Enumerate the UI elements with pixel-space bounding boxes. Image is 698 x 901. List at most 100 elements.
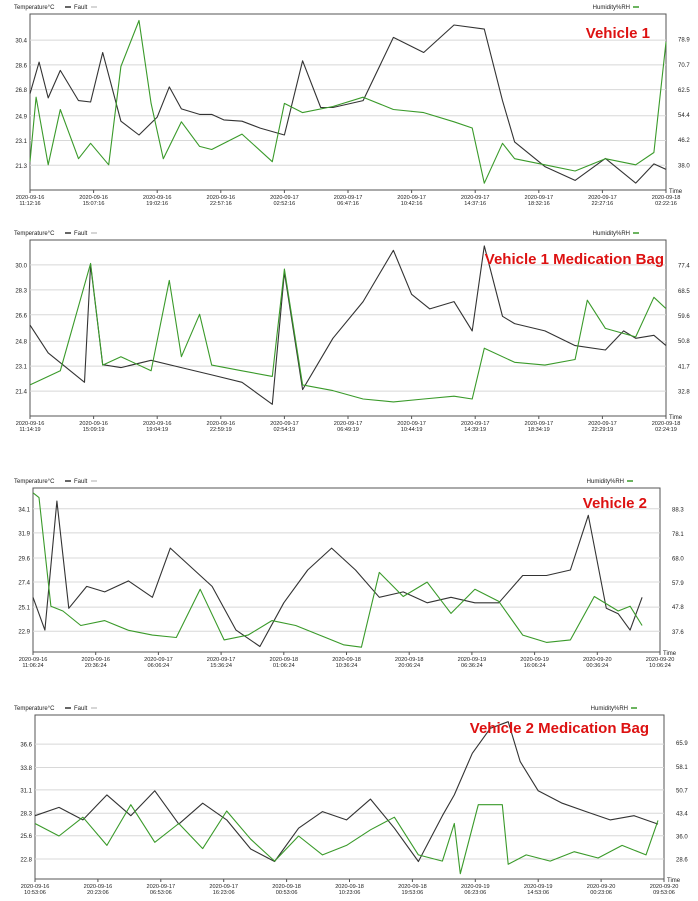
x-tick-time-label: 15:07:16: [83, 201, 105, 207]
y-left-tick-label: 25.6: [20, 834, 32, 840]
y-left-tick-label: 36.6: [20, 743, 32, 749]
y-left-tick-label: 27.4: [18, 581, 30, 587]
y-right-tick-label: 68.5: [678, 289, 690, 295]
x-tick-time-label: 02:22:16: [655, 201, 677, 207]
y-right-tick-label: 78.9: [678, 38, 690, 44]
x-tick-time-label: 19:04:19: [146, 427, 168, 433]
x-tick-time-label: 02:52:16: [274, 201, 296, 207]
y-left-tick-label: 30.0: [15, 263, 27, 269]
x-axis-time-label: Time: [667, 878, 681, 884]
x-tick-date-label: 2020-09-16: [84, 884, 113, 890]
chart-panel: 36.6 33.8 31.1 28.3 25.6 22.8 65.9 58.1 50.7 43.4…: [0, 696, 698, 896]
x-tick-time-label: 10:44:19: [401, 427, 423, 433]
x-tick-date-label: 2020-09-20: [583, 657, 612, 663]
y-right-tick-label: 62.5: [678, 88, 690, 94]
chart-svg: 34.1 31.9 29.6 27.4 25.1 22.9 88.3 78.1 68.0 57.9…: [14, 479, 684, 669]
x-tick-time-label: 15:09:19: [83, 427, 105, 433]
plot-frame: [29, 239, 667, 417]
x-tick-date-label: 2020-09-17: [270, 421, 299, 427]
x-tick-date-label: 2020-09-18: [652, 195, 681, 201]
y-right-tick-label: 59.6: [678, 314, 690, 320]
y-left-tick-label: 24.8: [15, 340, 27, 346]
y-right-tick-label: 58.1: [676, 765, 688, 771]
y-right-tick-label: 32.8: [678, 390, 690, 396]
legend-temperature-label: Temperature°C: [14, 706, 55, 712]
x-tick-time-label: 06:47:16: [337, 201, 359, 207]
y-right-tick-label: 57.9: [672, 581, 684, 587]
x-tick-time-label: 06:49:19: [337, 427, 359, 433]
x-tick-time-label: 00:53:06: [276, 890, 298, 896]
x-tick-time-label: 19:02:16: [146, 201, 168, 207]
y-right-tick-label: 43.4: [676, 811, 688, 817]
y-left-tick-label: 28.6: [15, 63, 27, 69]
y-right-tick-label: 68.0: [672, 556, 684, 562]
y-left-tick-label: 21.3: [15, 164, 27, 170]
x-tick-date-label: 2020-09-16: [206, 195, 235, 201]
y-left-tick-label: 26.8: [15, 88, 27, 94]
y-left-tick-label: 28.3: [20, 812, 32, 818]
x-tick-date-label: 2020-09-17: [334, 195, 363, 201]
y-right-tick-label: 50.7: [676, 788, 688, 794]
chart-title: Vehicle 1 Medication Bag: [485, 251, 664, 268]
y-right-tick-label: 36.0: [676, 835, 688, 841]
y-left-tick-label: 25.1: [18, 606, 30, 612]
chart-panel: 30.0 28.3 26.6 24.8 23.1 21.4 77.4 68.5 59.6 50.8…: [0, 228, 698, 433]
x-tick-date-label: 2020-09-17: [209, 884, 238, 890]
y-left-tick-label: 23.1: [15, 139, 27, 145]
chart-panel: 34.1 31.9 29.6 27.4 25.1 22.9 88.3 78.1 68.0 57.9…: [0, 470, 698, 680]
y-right-tick-label: 54.4: [678, 113, 690, 119]
x-axis-time-label: Time: [663, 651, 677, 657]
chart-svg: 36.6 33.8 31.1 28.3 25.6 22.8 65.9 58.1 50.7 43.4…: [14, 706, 688, 896]
x-tick-time-label: 16:23:06: [213, 890, 235, 896]
x-tick-time-label: 06:06:24: [148, 663, 170, 669]
x-axis-time-label: Time: [669, 189, 683, 195]
x-tick-date-label: 2020-09-17: [397, 195, 426, 201]
legend-temperature-label: Temperature°C: [14, 479, 55, 485]
x-tick-time-label: 22:57:16: [210, 201, 232, 207]
humidity-series-line: [29, 19, 667, 184]
x-tick-date-label: 2020-09-16: [21, 884, 50, 890]
plot-frame: [34, 714, 665, 880]
x-tick-date-label: 2020-09-17: [524, 195, 553, 201]
y-right-tick-label: 37.6: [672, 630, 684, 636]
x-tick-date-label: 2020-09-17: [461, 195, 490, 201]
chart-svg: 30.0 28.3 26.6 24.8 23.1 21.4 77.4 68.5 59.6 50.8…: [14, 231, 690, 433]
temperature-series-line: [32, 500, 643, 648]
x-tick-date-label: 2020-09-16: [143, 195, 172, 201]
x-tick-time-label: 20:06:24: [398, 663, 420, 669]
x-tick-date-label: 2020-09-16: [79, 421, 108, 427]
x-tick-time-label: 09:53:06: [653, 890, 675, 896]
y-right-tick-label: 88.3: [672, 507, 684, 513]
x-tick-time-label: 02:54:19: [274, 427, 296, 433]
legend-temperature-label: Temperature°C: [14, 231, 55, 237]
legend-fault-label: Fault: [74, 231, 88, 237]
y-right-tick-label: 41.7: [678, 364, 690, 370]
y-right-tick-label: 38.0: [678, 163, 690, 169]
x-tick-date-label: 2020-09-16: [143, 421, 172, 427]
x-tick-time-label: 10:53:06: [24, 890, 46, 896]
y-left-tick-label: 31.9: [18, 531, 30, 537]
y-right-tick-label: 65.9: [676, 741, 688, 747]
x-tick-date-label: 2020-09-20: [646, 657, 675, 663]
x-tick-date-label: 2020-09-17: [146, 884, 175, 890]
y-left-tick-label: 24.9: [15, 114, 27, 120]
legend-fault-label: Fault: [74, 479, 88, 485]
x-tick-time-label: 10:42:16: [401, 201, 423, 207]
x-tick-date-label: 2020-09-16: [16, 195, 45, 201]
x-tick-time-label: 22:27:16: [592, 201, 614, 207]
x-tick-time-label: 02:24:19: [655, 427, 677, 433]
x-tick-time-label: 11:06:24: [22, 663, 43, 669]
x-tick-time-label: 18:32:16: [528, 201, 550, 207]
x-tick-time-label: 06:23:06: [464, 890, 486, 896]
x-tick-date-label: 2020-09-20: [650, 884, 679, 890]
humidity-series-line: [34, 804, 659, 875]
x-tick-date-label: 2020-09-17: [270, 195, 299, 201]
humidity-series-line: [29, 262, 667, 403]
x-tick-time-label: 06:36:24: [461, 663, 483, 669]
y-right-tick-label: 47.8: [672, 605, 684, 611]
x-tick-date-label: 2020-09-18: [395, 657, 424, 663]
y-left-tick-label: 23.1: [15, 365, 27, 371]
x-tick-time-label: 11:14:19: [19, 427, 40, 433]
x-tick-time-label: 19:53:06: [402, 890, 424, 896]
